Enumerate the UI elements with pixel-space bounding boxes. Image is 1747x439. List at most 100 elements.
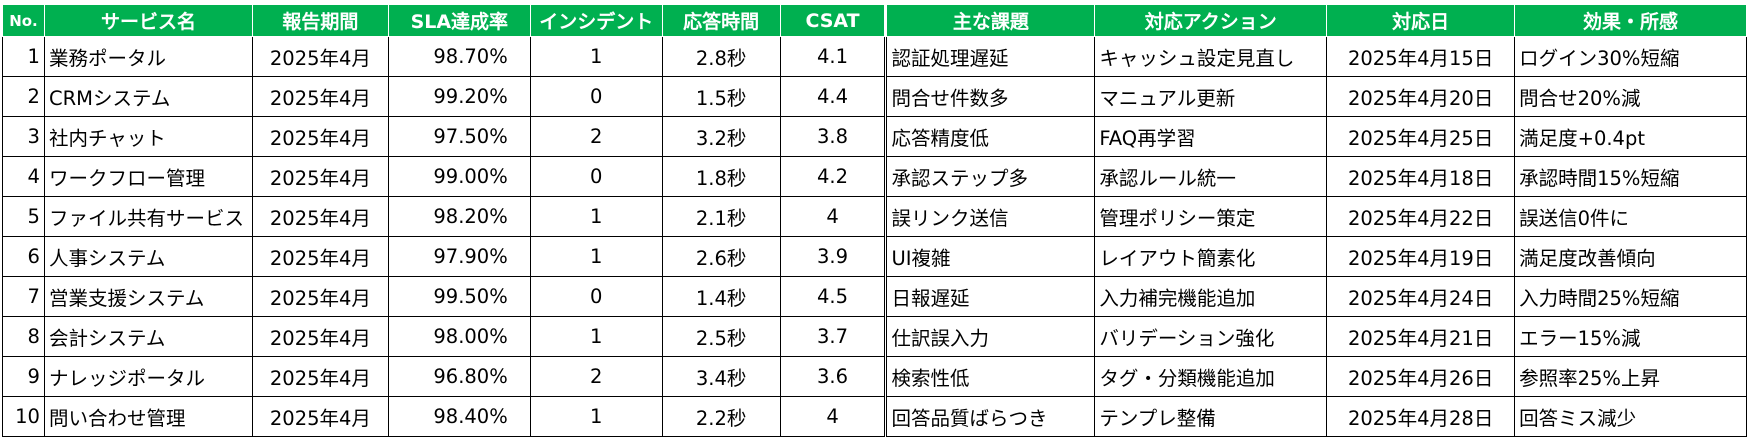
header-incident[interactable]: インシデント (529, 4, 663, 37)
cell-incident[interactable]: 1 (529, 316, 663, 357)
cell-no[interactable]: 6 (2, 236, 45, 277)
cell-sla[interactable]: 98.00% (387, 316, 531, 357)
cell-period[interactable]: 2025年4月 (251, 76, 389, 117)
cell-effect[interactable]: 回答ミス減少 (1514, 396, 1747, 437)
cell-action[interactable]: キャッシュ設定見直し (1094, 36, 1328, 77)
cell-effect[interactable]: ログイン30%短縮 (1514, 36, 1747, 77)
cell-service[interactable]: 会計システム (43, 316, 253, 357)
header-effect[interactable]: 効果・所感 (1514, 4, 1747, 37)
cell-no[interactable]: 9 (2, 356, 45, 397)
cell-period[interactable]: 2025年4月 (251, 196, 389, 237)
cell-service[interactable]: 問い合わせ管理 (43, 396, 253, 437)
cell-action[interactable]: 承認ルール統一 (1094, 156, 1328, 197)
cell-service[interactable]: 人事システム (43, 236, 253, 277)
cell-date[interactable]: 2025年4月15日 (1326, 36, 1516, 77)
cell-action[interactable]: 入力補完機能追加 (1094, 276, 1328, 317)
cell-csat[interactable]: 4.5 (779, 276, 888, 317)
cell-sla[interactable]: 98.40% (387, 396, 531, 437)
cell-no[interactable]: 4 (2, 156, 45, 197)
cell-period[interactable]: 2025年4月 (251, 156, 389, 197)
cell-service[interactable]: CRMシステム (43, 76, 253, 117)
cell-issue[interactable]: 認証処理遅延 (885, 36, 1096, 77)
cell-date[interactable]: 2025年4月21日 (1326, 316, 1516, 357)
cell-response[interactable]: 3.4秒 (661, 356, 781, 397)
cell-response[interactable]: 1.4秒 (661, 276, 781, 317)
cell-sla[interactable]: 97.90% (387, 236, 531, 277)
header-date[interactable]: 対応日 (1326, 4, 1516, 37)
cell-period[interactable]: 2025年4月 (251, 236, 389, 277)
cell-csat[interactable]: 3.6 (779, 356, 888, 397)
cell-issue[interactable]: 回答品質ばらつき (885, 396, 1096, 437)
cell-sla[interactable]: 98.20% (387, 196, 531, 237)
cell-action[interactable]: 管理ポリシー策定 (1094, 196, 1328, 237)
cell-incident[interactable]: 1 (529, 236, 663, 277)
cell-sla[interactable]: 98.70% (387, 36, 531, 77)
cell-no[interactable]: 2 (2, 76, 45, 117)
cell-issue[interactable]: 問合せ件数多 (885, 76, 1096, 117)
cell-effect[interactable]: 問合せ20%減 (1514, 76, 1747, 117)
cell-issue[interactable]: 応答精度低 (885, 116, 1096, 157)
cell-effect[interactable]: 満足度+0.4pt (1514, 116, 1747, 157)
header-issue[interactable]: 主な課題 (885, 4, 1096, 37)
cell-incident[interactable]: 0 (529, 76, 663, 117)
cell-effect[interactable]: 入力時間25%短縮 (1514, 276, 1747, 317)
cell-effect[interactable]: 参照率25%上昇 (1514, 356, 1747, 397)
cell-csat[interactable]: 4 (779, 396, 888, 437)
cell-date[interactable]: 2025年4月24日 (1326, 276, 1516, 317)
cell-action[interactable]: レイアウト簡素化 (1094, 236, 1328, 277)
cell-service[interactable]: ファイル共有サービス (43, 196, 253, 237)
cell-issue[interactable]: 承認ステップ多 (885, 156, 1096, 197)
cell-response[interactable]: 2.1秒 (661, 196, 781, 237)
cell-csat[interactable]: 3.8 (779, 116, 888, 157)
cell-no[interactable]: 8 (2, 316, 45, 357)
cell-period[interactable]: 2025年4月 (251, 396, 389, 437)
cell-service[interactable]: 営業支援システム (43, 276, 253, 317)
cell-no[interactable]: 3 (2, 116, 45, 157)
header-action[interactable]: 対応アクション (1094, 4, 1328, 37)
header-service[interactable]: サービス名 (43, 4, 253, 37)
cell-incident[interactable]: 0 (529, 276, 663, 317)
cell-action[interactable]: マニュアル更新 (1094, 76, 1328, 117)
cell-service[interactable]: ワークフロー管理 (43, 156, 253, 197)
cell-date[interactable]: 2025年4月19日 (1326, 236, 1516, 277)
cell-period[interactable]: 2025年4月 (251, 356, 389, 397)
cell-date[interactable]: 2025年4月22日 (1326, 196, 1516, 237)
cell-csat[interactable]: 3.7 (779, 316, 888, 357)
header-sla[interactable]: SLA達成率 (387, 4, 531, 37)
cell-incident[interactable]: 2 (529, 116, 663, 157)
header-period[interactable]: 報告期間 (251, 4, 389, 37)
cell-incident[interactable]: 2 (529, 356, 663, 397)
cell-date[interactable]: 2025年4月25日 (1326, 116, 1516, 157)
cell-date[interactable]: 2025年4月18日 (1326, 156, 1516, 197)
cell-response[interactable]: 3.2秒 (661, 116, 781, 157)
cell-date[interactable]: 2025年4月20日 (1326, 76, 1516, 117)
cell-no[interactable]: 5 (2, 196, 45, 237)
cell-csat[interactable]: 4.4 (779, 76, 888, 117)
cell-sla[interactable]: 99.00% (387, 156, 531, 197)
cell-issue[interactable]: 検索性低 (885, 356, 1096, 397)
cell-effect[interactable]: 承認時間15%短縮 (1514, 156, 1747, 197)
cell-response[interactable]: 2.6秒 (661, 236, 781, 277)
cell-response[interactable]: 1.8秒 (661, 156, 781, 197)
cell-service[interactable]: ナレッジポータル (43, 356, 253, 397)
cell-action[interactable]: タグ・分類機能追加 (1094, 356, 1328, 397)
header-no[interactable]: No. (2, 4, 45, 37)
cell-action[interactable]: FAQ再学習 (1094, 116, 1328, 157)
cell-csat[interactable]: 3.9 (779, 236, 888, 277)
cell-issue[interactable]: UI複雑 (885, 236, 1096, 277)
header-response[interactable]: 応答時間 (661, 4, 781, 37)
cell-incident[interactable]: 1 (529, 196, 663, 237)
cell-period[interactable]: 2025年4月 (251, 316, 389, 357)
cell-no[interactable]: 1 (2, 36, 45, 77)
cell-effect[interactable]: 満足度改善傾向 (1514, 236, 1747, 277)
cell-action[interactable]: テンプレ整備 (1094, 396, 1328, 437)
cell-no[interactable]: 7 (2, 276, 45, 317)
cell-service[interactable]: 社内チャット (43, 116, 253, 157)
cell-effect[interactable]: 誤送信0件に (1514, 196, 1747, 237)
cell-issue[interactable]: 仕訳誤入力 (885, 316, 1096, 357)
cell-action[interactable]: バリデーション強化 (1094, 316, 1328, 357)
cell-sla[interactable]: 97.50% (387, 116, 531, 157)
cell-issue[interactable]: 日報遅延 (885, 276, 1096, 317)
cell-incident[interactable]: 0 (529, 156, 663, 197)
cell-incident[interactable]: 1 (529, 36, 663, 77)
